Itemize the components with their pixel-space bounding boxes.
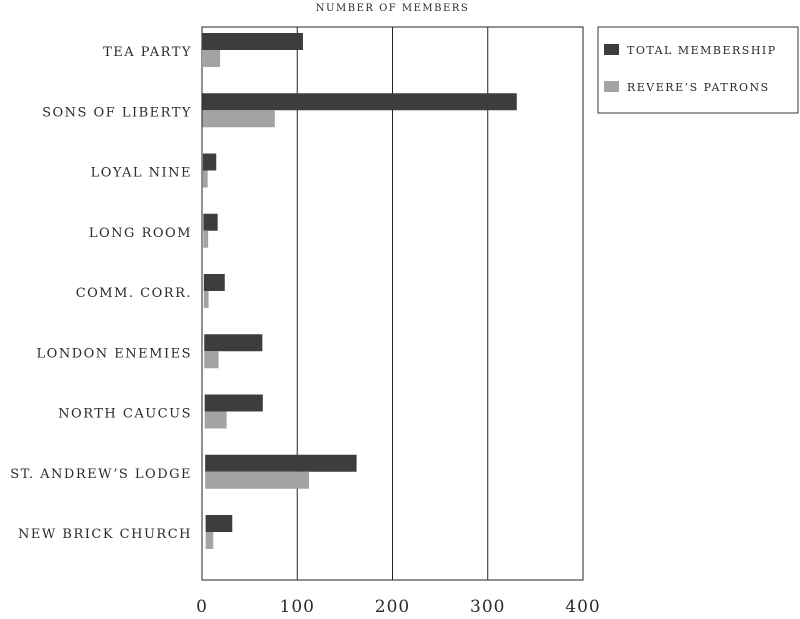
category-label: NORTH CAUCUS	[58, 407, 192, 422]
x-tick-label: 0	[196, 597, 208, 617]
bar-reveres-patrons	[205, 532, 214, 549]
legend-box	[597, 26, 799, 114]
x-tick-label: 100	[280, 597, 315, 617]
bar-total-membership	[204, 394, 263, 412]
bar-total-membership	[203, 274, 225, 291]
category-labels: TEA PARTY SONS OF LIBERTY LOYAL NINE LONG R…	[10, 45, 192, 542]
bar-reveres-patrons	[205, 471, 309, 489]
legend-label: REVERE’S PATRONS	[627, 81, 770, 94]
bar-reveres-patrons	[204, 351, 219, 369]
bar-total-membership	[205, 515, 233, 532]
chart-title: NUMBER OF MEMBERS	[316, 3, 469, 14]
category-label: LOYAL NINE	[91, 166, 192, 181]
bar-total-membership	[202, 153, 217, 171]
bar-reveres-patrons	[202, 110, 275, 128]
bar-reveres-patrons	[203, 291, 209, 308]
bar-total-membership	[203, 213, 218, 231]
bar-reveres-patrons	[204, 411, 227, 429]
plot-frame	[201, 26, 584, 581]
x-tick-label: 300	[470, 597, 505, 617]
x-tick-label: 200	[375, 597, 410, 617]
bar-total-membership	[205, 454, 357, 472]
category-label: LONDON ENEMIES	[37, 346, 192, 361]
category-label: LONG ROOM	[89, 226, 192, 241]
category-label: NEW BRICK CHURCH	[18, 527, 192, 542]
category-label: TEA PARTY	[103, 45, 192, 60]
legend-swatch	[604, 44, 619, 55]
x-tick-labels: 0 100 200 300 400	[196, 597, 600, 617]
category-label: ST. ANDREW’S LODGE	[10, 467, 192, 482]
legend-swatch	[604, 81, 619, 92]
category-label: SONS OF LIBERTY	[42, 105, 192, 120]
bar-reveres-patrons	[202, 170, 208, 188]
bar-reveres-patrons	[203, 230, 209, 248]
bar-reveres-patrons	[202, 50, 221, 67]
legend: TOTAL MEMBERSHIP REVERE’S PATRONS	[597, 26, 799, 114]
bar-total-membership	[202, 33, 303, 50]
x-tick-label: 400	[565, 597, 600, 617]
legend-label: TOTAL MEMBERSHIP	[627, 44, 777, 57]
bar-total-membership	[204, 334, 263, 352]
bars	[202, 33, 517, 549]
bar-total-membership	[202, 93, 517, 111]
category-label: COMM. CORR.	[76, 286, 192, 301]
